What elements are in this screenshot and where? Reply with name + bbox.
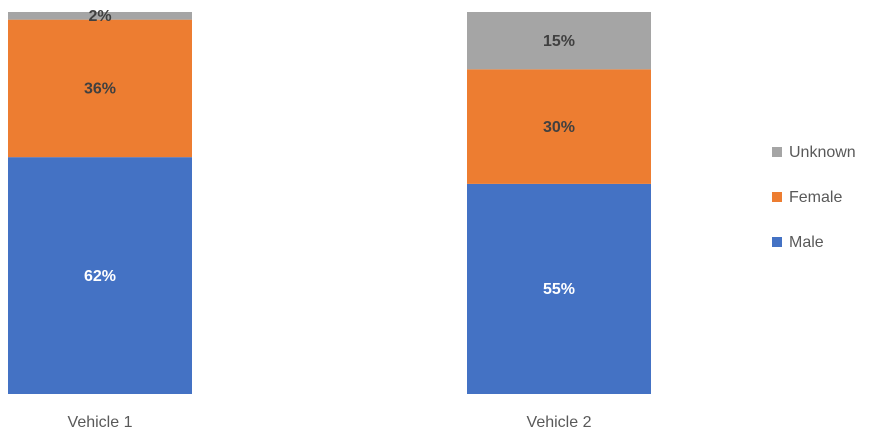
bar-segment <box>8 157 192 394</box>
bar-segment <box>467 183 651 394</box>
bar-segment <box>467 12 651 70</box>
bar-segment <box>467 69 651 184</box>
data-label: 62% <box>84 268 116 285</box>
x-tick-label: Vehicle 2 <box>527 414 592 431</box>
data-label: 2% <box>88 8 111 25</box>
data-label: 15% <box>543 33 575 50</box>
x-tick-label: Vehicle 1 <box>68 414 133 431</box>
bar-segment <box>8 19 192 158</box>
legend-swatch <box>772 192 782 202</box>
legend-swatch <box>772 237 782 247</box>
legend-label: Female <box>789 189 842 206</box>
data-label: 55% <box>543 281 575 298</box>
legend-swatch <box>772 147 782 157</box>
legend-label: Unknown <box>789 144 856 161</box>
data-label: 30% <box>543 119 575 136</box>
data-label: 36% <box>84 81 116 98</box>
bar-segment <box>8 12 192 20</box>
legend-label: Male <box>789 234 824 251</box>
